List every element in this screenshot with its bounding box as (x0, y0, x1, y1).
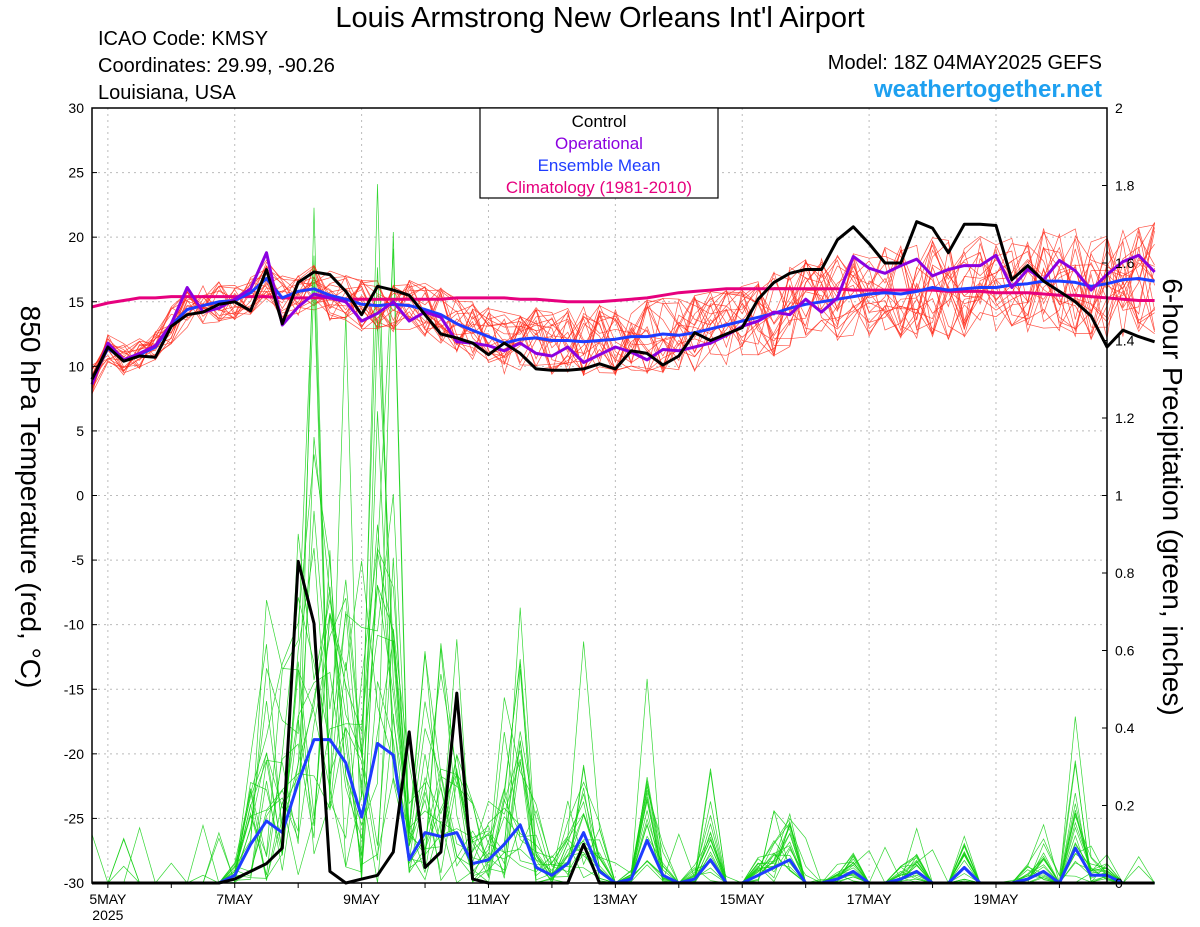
ensemble-mean-precip-line (92, 738, 1155, 885)
precip-member-line (92, 597, 1155, 884)
x-tick-label: 5MAY (89, 891, 127, 907)
y-tick-label-right: 1.2 (1115, 410, 1135, 426)
site-link[interactable]: weathertogether.net (873, 76, 1102, 103)
model-run: Model: 18Z 04MAY2025 GEFS (827, 52, 1102, 74)
region: Louisiana, USA (98, 82, 236, 104)
y-tick-label-right: 0.8 (1115, 565, 1135, 581)
x-tick-label: 13MAY (593, 891, 639, 907)
chart-title: Louis Armstrong New Orleans Int'l Airpor… (335, 2, 865, 34)
temp-member-line (91, 235, 1155, 395)
y-tick-label-left: 15 (68, 294, 84, 310)
legend-item: Ensemble Mean (538, 156, 661, 175)
plot-frame (91, 107, 1108, 884)
y-tick-label-right: 1.4 (1115, 333, 1135, 349)
precip-member-line (91, 585, 1155, 885)
temp-member-line (91, 256, 1155, 372)
control-temp-line (90, 220, 1156, 380)
icao-code: ICAO Code: KMSY (98, 28, 269, 50)
legend-item: Operational (555, 134, 643, 153)
x-tick-label: 15MAY (720, 891, 766, 907)
y-tick-label-left: -25 (64, 810, 84, 826)
y-tick-label-right: 0 (1115, 875, 1123, 891)
y-tick-label-right: 0.2 (1115, 798, 1135, 814)
x-year-label: 2025 (92, 907, 123, 923)
y-tick-label-right: 1.8 (1115, 178, 1135, 194)
temp-member-line (91, 230, 1155, 376)
y-tick-label-left: -15 (64, 681, 84, 697)
legend-item: Control (572, 112, 627, 131)
y-tick-label-right: 2 (1115, 100, 1123, 116)
axes: -30-25-20-15-10-505101520253000.20.40.60… (64, 100, 1135, 923)
y-tick-label-left: -5 (72, 552, 85, 568)
y-tick-label-right: 1 (1115, 488, 1123, 504)
y-tick-label-left: -20 (64, 746, 84, 762)
x-tick-label: 11MAY (467, 891, 511, 907)
y-tick-label-right: 0.4 (1115, 720, 1135, 736)
legend: Control Operational Ensemble Mean Climatolo… (479, 107, 719, 199)
x-tick-label: 7MAY (216, 891, 254, 907)
precip-member-line (92, 662, 1155, 884)
precip-member-line (92, 640, 1155, 884)
series-lines (90, 220, 1156, 885)
y-tick-label-left: 5 (76, 423, 84, 439)
y-tick-label-left: 0 (76, 488, 84, 504)
precip-member-line (92, 231, 1155, 884)
precip-member-line (92, 584, 1155, 884)
legend-box (479, 107, 719, 199)
x-tick-label: 17MAY (847, 891, 893, 907)
x-tick-label: 9MAY (343, 891, 381, 907)
y-tick-label-right: 1.6 (1115, 255, 1135, 271)
coordinates: Coordinates: 29.99, -90.26 (98, 55, 335, 77)
climatology-temp-line (91, 287, 1155, 309)
y-tick-label-left: -10 (64, 617, 84, 633)
y-tick-label-left: 25 (68, 165, 84, 181)
y-tick-label-right: 0.6 (1115, 643, 1135, 659)
legend-item: Climatology (1981-2010) (506, 178, 692, 197)
y-tick-label-left: 10 (68, 358, 84, 374)
y-tick-label-left: -30 (64, 875, 84, 891)
y-tick-label-left: 20 (68, 229, 84, 245)
temp-member-line (91, 246, 1155, 389)
y-tick-label-left: 30 (68, 100, 84, 116)
x-tick-label: 19MAY (974, 891, 1020, 907)
grid (92, 108, 1107, 883)
precip-member-line (92, 411, 1155, 884)
operational-temp-line (90, 251, 1156, 385)
